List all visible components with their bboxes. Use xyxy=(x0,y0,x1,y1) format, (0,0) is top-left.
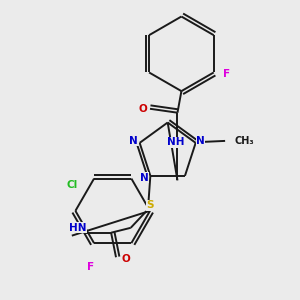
Text: S: S xyxy=(147,200,154,210)
Text: F: F xyxy=(87,262,94,272)
Text: N: N xyxy=(196,136,205,146)
Text: F: F xyxy=(223,69,230,79)
Text: O: O xyxy=(122,254,130,264)
Text: CH₃: CH₃ xyxy=(235,136,255,146)
Text: NH: NH xyxy=(167,137,184,147)
Text: Cl: Cl xyxy=(66,180,77,190)
Text: N: N xyxy=(129,136,138,146)
Text: O: O xyxy=(139,104,148,114)
Text: N: N xyxy=(140,173,149,183)
Text: HN: HN xyxy=(69,223,86,233)
